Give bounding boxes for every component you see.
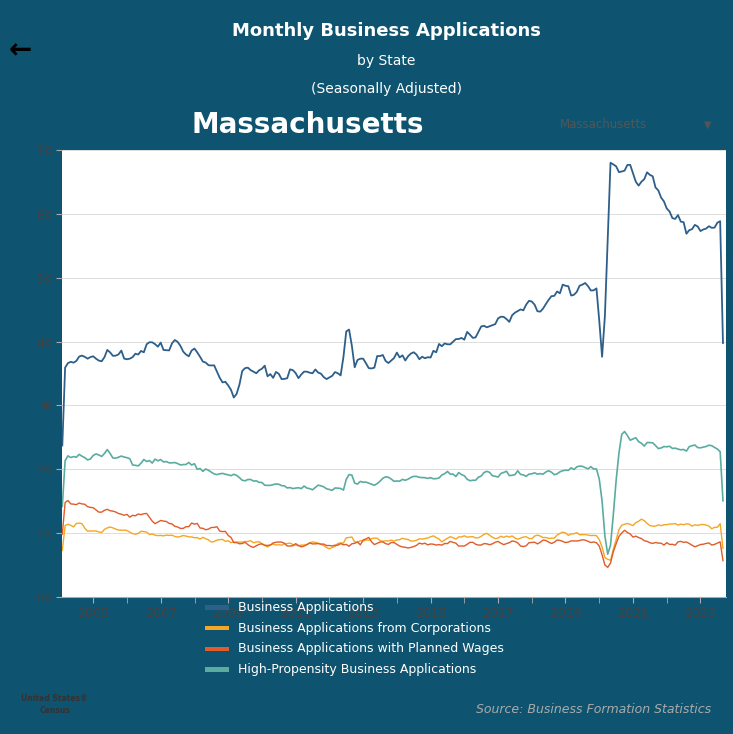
Text: ←: ←: [9, 36, 32, 64]
Text: Business Applications from Corporations: Business Applications from Corporations: [238, 622, 491, 635]
Text: Massachusetts: Massachusetts: [560, 118, 647, 131]
Text: ▼: ▼: [704, 120, 712, 130]
Text: United States®
Census: United States® Census: [21, 694, 88, 715]
Bar: [205, 667, 229, 672]
Text: High-Propensity Business Applications: High-Propensity Business Applications: [238, 663, 476, 676]
Bar: [205, 647, 229, 651]
Bar: [205, 605, 229, 610]
Text: Massachusetts: Massachusetts: [191, 111, 424, 139]
Text: Business Applications: Business Applications: [238, 601, 374, 614]
Text: (Seasonally Adjusted): (Seasonally Adjusted): [311, 82, 463, 96]
Text: Monthly Business Applications: Monthly Business Applications: [232, 22, 541, 40]
Text: by State: by State: [358, 54, 416, 68]
Text: Source: Business Formation Statistics: Source: Business Formation Statistics: [476, 703, 711, 716]
Text: Business Applications with Planned Wages: Business Applications with Planned Wages: [238, 642, 504, 655]
Bar: [205, 626, 229, 631]
